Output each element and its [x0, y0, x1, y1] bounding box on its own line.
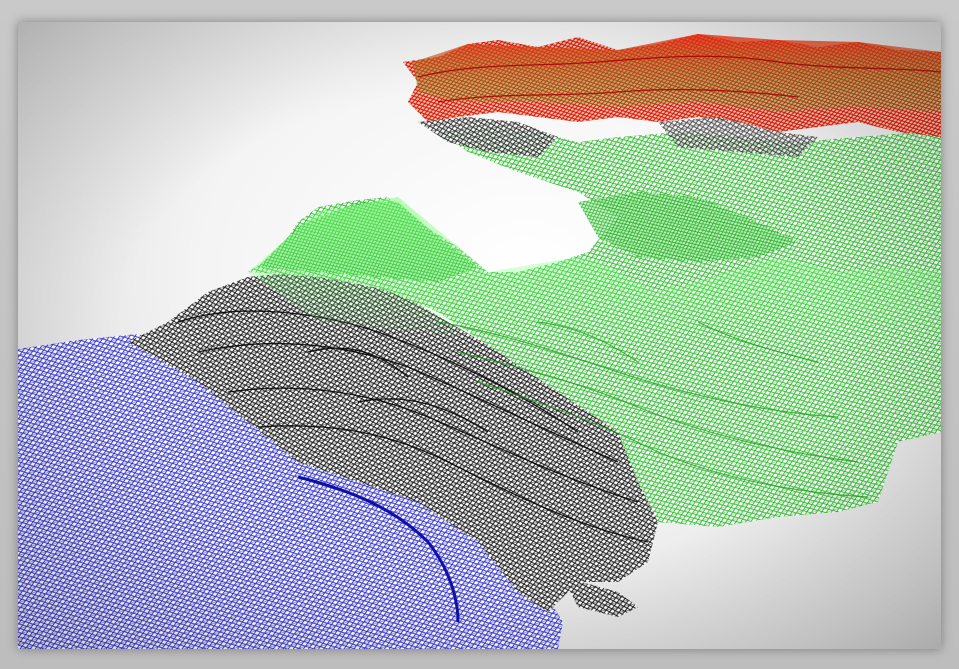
red-ridge-lines	[417, 55, 941, 103]
blue-ridge-line	[297, 475, 460, 623]
black-spur	[563, 577, 638, 617]
green-valley-dense	[578, 192, 798, 262]
wireframe-terrain-svg	[18, 34, 941, 649]
terrain-render	[18, 22, 941, 649]
peak-shadow-mesh	[418, 117, 558, 157]
black-cliff-mesh	[128, 272, 658, 612]
green-contour-lines	[437, 321, 869, 498]
blue-lowland-mesh	[18, 334, 563, 649]
green-glow	[248, 197, 941, 352]
red-glow	[413, 34, 941, 112]
peak-shadow-mesh-right	[658, 117, 818, 157]
